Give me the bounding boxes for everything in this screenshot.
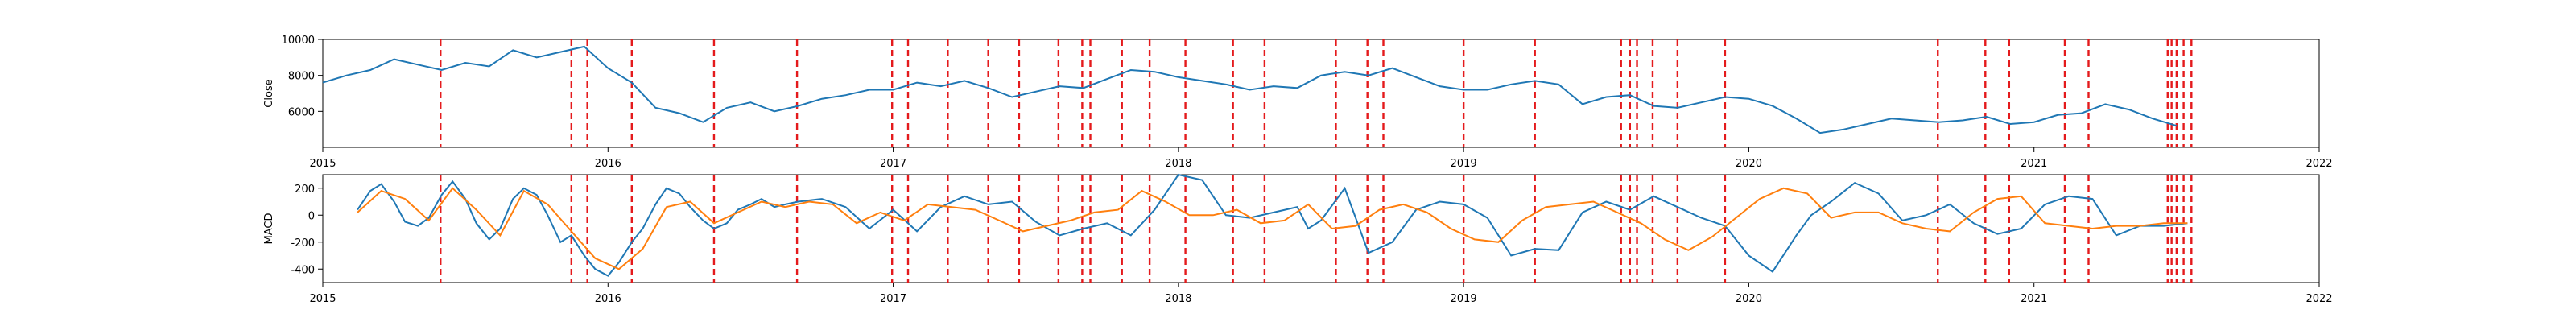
close-plot-frame xyxy=(322,39,2320,148)
x-tick-label: 2016 xyxy=(595,293,621,305)
signal-series-line xyxy=(357,187,2188,270)
x-tick-label: 2017 xyxy=(880,293,906,305)
close-xticks: 2015 2016 2017 2018 2019 2020 2021 2022 xyxy=(309,147,2333,170)
macd-events xyxy=(440,175,2193,283)
y-tick-label: 0 xyxy=(308,210,315,222)
x-tick-label: 2018 xyxy=(1165,293,1191,305)
x-tick-label: 2020 xyxy=(1736,293,1762,305)
x-tick-label: 2017 xyxy=(880,158,906,170)
x-tick-label: 2015 xyxy=(309,293,336,305)
macd-series-line xyxy=(357,173,2188,277)
y-tick-label: -400 xyxy=(291,264,315,276)
y-tick-label: -200 xyxy=(291,237,315,250)
y-tick-label: 6000 xyxy=(288,106,315,118)
x-tick-label: 2016 xyxy=(595,158,621,170)
macd-panel: 2015 2016 2017 2018 2019 2020 2021 2022 -400 -20… xyxy=(263,173,2333,305)
macd-plot-frame xyxy=(322,174,2320,283)
x-tick-label: 2018 xyxy=(1165,158,1191,170)
close-series-line xyxy=(322,45,2178,134)
x-tick-label: 2015 xyxy=(309,158,336,170)
x-tick-label: 2019 xyxy=(1451,158,1477,170)
x-tick-label: 2021 xyxy=(2021,293,2047,305)
y-tick-label: 8000 xyxy=(288,71,315,83)
y-tick-label: 200 xyxy=(295,184,315,196)
macd-yticks: -400 -200 0 200 xyxy=(291,184,323,276)
macd-xticks: 2015 2016 2017 2018 2019 2020 2021 2022 xyxy=(309,283,2333,305)
close-events xyxy=(440,39,2193,147)
x-tick-label: 2022 xyxy=(2306,293,2332,305)
close-yticks: 6000 8000 10000 xyxy=(282,35,323,118)
close-panel: 2015 2016 2017 2018 2019 2020 2021 2022 6000 800… xyxy=(263,35,2333,170)
y-tick-label: 10000 xyxy=(282,35,315,47)
close-y-axis-label: Close xyxy=(263,79,275,107)
x-tick-label: 2021 xyxy=(2021,158,2047,170)
x-tick-label: 2020 xyxy=(1736,158,1762,170)
x-tick-label: 2019 xyxy=(1451,293,1477,305)
macd-y-axis-label: MACD xyxy=(263,213,275,245)
x-tick-label: 2022 xyxy=(2306,158,2332,170)
